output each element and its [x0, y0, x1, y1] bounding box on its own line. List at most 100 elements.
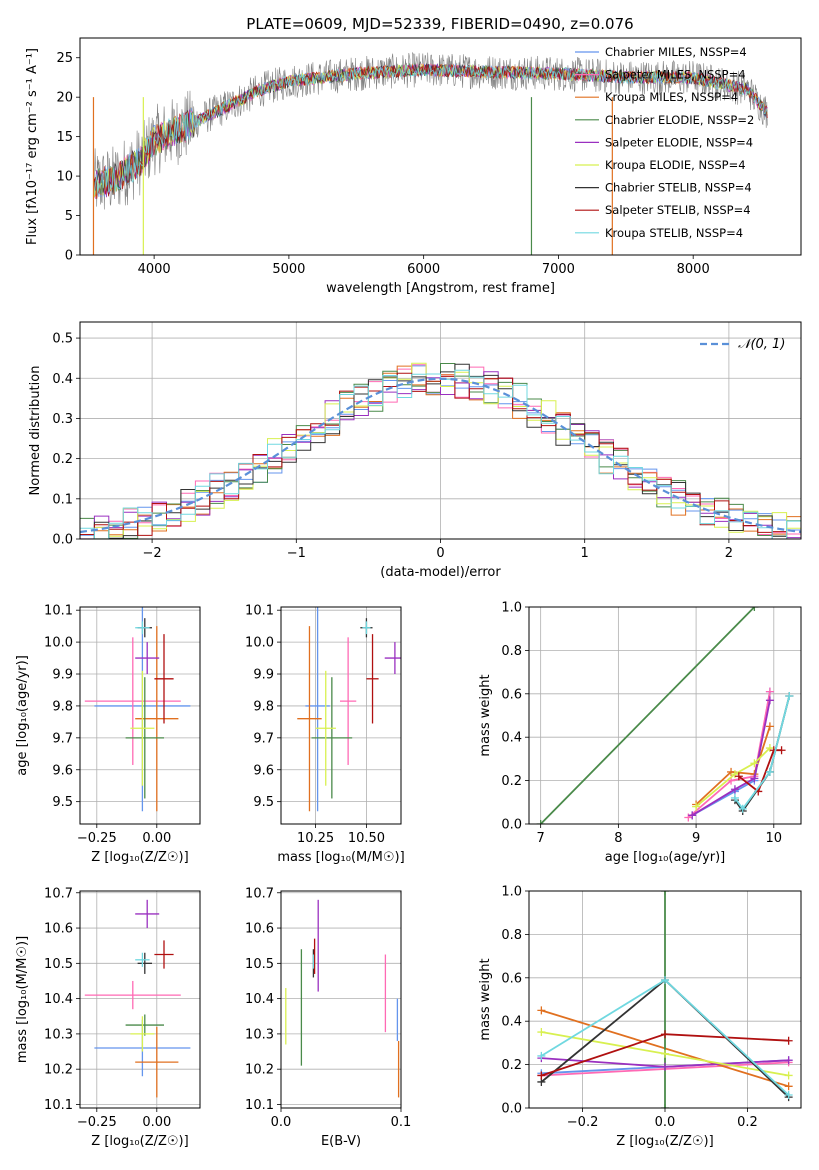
weight-marker [769, 746, 778, 755]
y-tick-label: 9.9 [52, 668, 73, 683]
x-tick-label: −0.25 [77, 831, 117, 846]
y-tick-label: 10.6 [44, 922, 73, 937]
y-tick-label: 10.1 [44, 1098, 73, 1113]
histogram-step-line [80, 369, 801, 539]
axes-frame [528, 890, 802, 1109]
x-tick-label: −2 [143, 546, 162, 561]
x-tick-label: 7 [537, 831, 545, 846]
y-tick-label: 15 [56, 130, 73, 145]
legend-label: Salpeter ELODIE, NSSP=4 [605, 135, 753, 149]
x-tick-label: 0.0 [655, 1115, 676, 1130]
y-tick-label: 9.8 [253, 699, 274, 714]
y-tick-label: 10 [56, 170, 73, 185]
y-tick-label: 9.5 [52, 795, 73, 810]
legend-label: Salpeter STELIB, NSSP=4 [605, 203, 751, 217]
y-axis-label: age [log₁₀(age/yr)] [15, 655, 30, 776]
weight-line [540, 607, 756, 824]
weight-marker [661, 1030, 669, 1039]
x-tick-label: −0.25 [77, 1115, 117, 1130]
weight-marker [688, 811, 697, 820]
y-tick-label: 0.0 [501, 1102, 522, 1117]
x-tick-label: 8 [614, 831, 622, 846]
y-axis-label: Flux [fλ10⁻¹⁷ erg cm⁻² s⁻¹ A⁻¹] [25, 48, 40, 245]
y-tick-label: 10.6 [245, 922, 274, 937]
y-tick-label: 9.6 [253, 763, 274, 778]
y-tick-label: 0.8 [501, 644, 522, 659]
legend-label: Chabrier MILES, NSSP=4 [605, 45, 747, 59]
y-tick-label: 10.0 [245, 636, 274, 651]
plot-area [297, 607, 401, 812]
weight-marker [536, 820, 545, 824]
y-tick-label: 10.1 [245, 604, 274, 619]
legend-label: Kroupa MILES, NSSP=4 [605, 90, 738, 104]
y-tick-label: 9.7 [52, 731, 73, 746]
axes-frame [280, 606, 402, 825]
weight-marker [537, 1006, 546, 1015]
x-tick-label: 9 [692, 831, 700, 846]
x-axis-label: mass [log₁₀(M/M☉)] [277, 850, 404, 865]
y-tick-label: 0 [65, 249, 73, 264]
axes-frame [528, 606, 802, 825]
y-tick-label: 10.4 [245, 992, 274, 1007]
y-tick-label: 9.6 [52, 763, 73, 778]
x-axis-label: wavelength [Angstrom, rest frame] [326, 281, 555, 296]
panel-weight-vs-age: 7 8 9 10 0.0 0.2 0.4 0.6 0.8 1.0 age [log₁₀(age/yr… [478, 601, 802, 865]
weight-line [691, 700, 771, 817]
y-tick-label: 0.2 [501, 1058, 522, 1073]
normal-reference-curve [80, 377, 801, 534]
x-axis-label: E(B-V) [321, 1134, 361, 1149]
weight-marker [750, 607, 759, 611]
y-tick-label: 10.4 [44, 992, 73, 1007]
axes-frame [280, 890, 402, 1109]
y-tick-label: 0.1 [52, 492, 73, 507]
x-tick-label: 0 [436, 546, 444, 561]
figure-title: PLATE=0609, MJD=52339, FIBERID=0490, z=0… [246, 15, 633, 33]
y-tick-label: 1.0 [501, 885, 522, 900]
x-tick-label: 6000 [407, 262, 440, 277]
y-tick-label: 10.1 [44, 604, 73, 619]
panel-mass-vs-ebv: 0.0 0.1 10.1 10.2 10.3 10.4 10.5 10.6 10.7 E(B-V) [245, 886, 411, 1149]
weight-marker [777, 746, 786, 755]
y-tick-label: 10.0 [44, 636, 73, 651]
x-tick-label: 0.2 [737, 1115, 758, 1130]
y-tick-label: 0.4 [501, 731, 522, 746]
weight-marker [537, 1071, 546, 1080]
x-tick-label: 4000 [138, 262, 171, 277]
y-tick-label: 9.7 [253, 731, 274, 746]
weight-marker [784, 1056, 793, 1065]
plot-area [84, 899, 191, 1098]
weight-marker [661, 975, 669, 984]
y-tick-label: 10.5 [44, 957, 73, 972]
panel-age-vs-mass: 10.25 10.50 9.5 9.6 9.7 9.8 9.9 10.0 10.1 mass [l… [245, 604, 405, 865]
panel-age-vs-Z: −0.25 0.00 9.5 9.6 9.7 9.8 9.9 10.0 10.1 Z [log₁₀… [15, 604, 201, 865]
plot-area [536, 607, 794, 824]
weight-marker [750, 759, 759, 768]
x-tick-label: 10.50 [348, 831, 385, 846]
y-tick-label: 10.2 [44, 1063, 73, 1078]
weight-marker [738, 804, 747, 813]
x-axis-label: Z [log₁₀(Z/Z☉)] [91, 850, 188, 865]
plot-area [537, 891, 793, 1108]
y-tick-label: 0.2 [501, 774, 522, 789]
weight-marker [692, 802, 701, 811]
y-tick-label: 0.6 [501, 971, 522, 986]
y-tick-label: 10.7 [44, 886, 73, 901]
y-axis-label: mass weight [478, 958, 493, 1040]
x-tick-label: −1 [287, 546, 306, 561]
x-tick-label: −0.2 [567, 1115, 599, 1130]
y-tick-label: 0.5 [52, 332, 73, 347]
plot-area [285, 899, 400, 1098]
axes-frame [79, 37, 802, 256]
weight-marker [765, 696, 774, 705]
weight-marker [784, 1090, 793, 1099]
legend-label: 𝒩(0, 1) [738, 337, 785, 352]
y-tick-label: 9.5 [253, 795, 274, 810]
axes-frame [79, 321, 802, 540]
y-tick-label: 9.9 [253, 668, 274, 683]
plot-area [92, 51, 768, 255]
y-tick-label: 10.3 [44, 1027, 73, 1042]
y-tick-label: 0.4 [52, 372, 73, 387]
y-tick-label: 25 [56, 51, 73, 66]
x-tick-label: 5000 [272, 262, 305, 277]
